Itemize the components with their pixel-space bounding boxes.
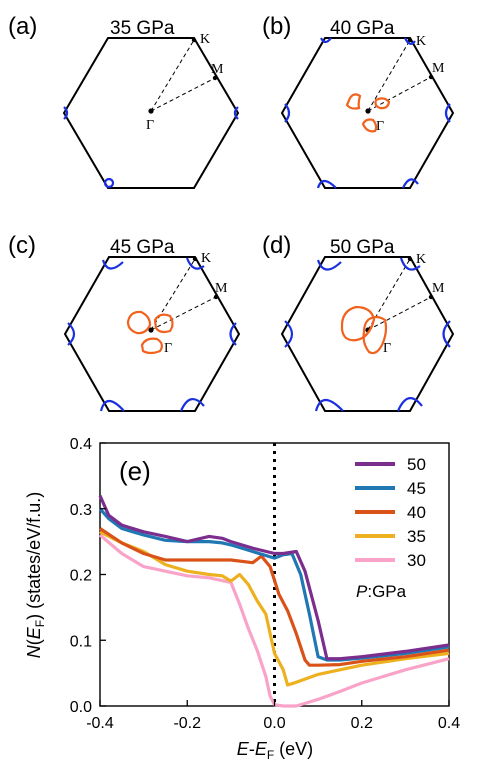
panel-b-fermi-arc-left [284,103,291,123]
panel-b-fermi-arc-k2 [404,37,416,45]
dos-legend-label-30: 30 [407,551,426,570]
dos-y-axis-label: N(EF) (states/eV/f.u.) [24,492,47,658]
panel-b-fermi-arc-right [444,103,451,123]
panel-d-letter: (d) [262,232,291,259]
panel-d-fermi-arc-k1 [316,259,342,271]
panel-d-k-label: K [416,252,426,267]
panel-d-fermi-arc-left [284,320,294,348]
panel-d-pressure: 50 GPa [330,237,395,258]
panel-d: (d) 50 GPa K M Γ [262,232,455,412]
panel-a-gamma-label: Γ [146,118,154,133]
panel-d-fermi-pocket-large [340,305,376,342]
y-tick-label: 0.4 [70,436,92,453]
x-tick-label: -0.2 [173,715,201,732]
panel-b-k-point [407,37,413,43]
panel-b-fermi-pocket-3 [361,118,378,133]
panel-c-pressure: 45 GPa [110,237,175,258]
dos-legend-title: P:GPa [356,582,407,601]
panel-c-fermi-pocket-3 [140,337,164,355]
panel-a: (a) 35 GPa K M Γ [8,13,240,189]
x-tick-label: 0.2 [351,715,373,732]
dos-legend-label-50: 50 [407,455,426,474]
panel-c-fermi-arc-k1 [101,259,124,270]
panel-a-gamma-m-path [150,77,216,112]
panel-d-fermi-pocket-right [362,315,388,355]
panel-b-gamma-k-path [367,39,411,112]
dos-legend-label-45: 45 [407,479,426,498]
panel-d-m-label: M [432,281,445,296]
panel-b-gamma-label: Γ [376,119,384,134]
x-tick-label: 0.0 [263,715,285,732]
panel-d-gamma-label: Γ [383,341,391,356]
panel-c: (c) 45 GPa K M Γ [8,232,241,412]
dos-x-axis-label: E-EF (eV) [237,739,313,762]
dos-series-line-50 [98,494,450,661]
panel-b-m-label: M [432,61,445,76]
panel-a-m-point [212,75,218,81]
panel-a-fermi-pocket-left [63,106,69,120]
y-tick-label: 0.0 [70,699,92,716]
panel-b-fermi-arc-k1 [320,37,332,44]
panel-a-k-label: K [200,32,210,47]
panel-b-m-point [428,74,434,80]
dos-legend-label-35: 35 [407,527,426,546]
panel-a-pressure: 35 GPa [110,18,175,39]
panel-b-gamma-point [365,108,371,114]
panel-c-fermi-arc-k2 [185,257,205,270]
y-tick-label: 0.2 [70,568,92,585]
dos-series-line-40 [99,527,450,667]
dos-chart: -0.4 -0.2 0.0 0.2 0.4 0.0 0.1 0.2 0.3 0.4 (e) N(E… [24,436,460,762]
dos-series-layer [98,494,450,708]
dos-legend-label-40: 40 [407,503,426,522]
panel-a-letter: (a) [8,13,37,40]
panel-b-pressure: 40 GPa [330,18,395,39]
panel-b-fermi-arc-k5 [402,178,419,189]
panel-b-fermi-arc-k4 [316,179,337,189]
panel-c-fermi-pocket-2 [153,313,174,334]
panel-b: (b) 40 GPa K M Γ [262,13,455,189]
panel-c-fermi-pocket-1 [126,310,152,335]
dos-chart-frame [99,442,450,707]
panel-d-gamma-m-path [367,296,432,331]
panel-c-brillouin-zone [63,256,241,412]
dos-tick-layer: -0.4 -0.2 0.0 0.2 0.4 0.0 0.1 0.2 0.3 0.4 [70,436,460,732]
panel-a-m-label: M [211,62,224,77]
y-tick-label: 0.3 [70,502,92,519]
dos-legend: 50 45 40 35 30 [355,455,426,570]
dos-panel-label: (e) [119,456,151,486]
panel-d-fermi-arc-k4 [314,398,344,412]
panel-c-fermi-arc-left [67,322,76,346]
panel-d-m-point [428,294,434,300]
dos-series-line-35 [99,530,450,687]
x-tick-label: -0.4 [86,715,114,732]
panel-a-k-point [191,37,197,43]
panel-b-gamma-m-path [367,76,432,112]
panel-b-k-label: K [416,34,426,49]
panel-c-fermi-arc-k5 [179,398,205,412]
panel-c-fermi-arc-right [229,322,237,346]
panel-d-k-point [407,256,413,262]
panel-b-fermi-pocket-1 [345,93,362,110]
panel-a-fermi-pocket-bottom [103,177,115,189]
x-tick-label: 0.4 [438,715,460,732]
panel-a-gamma-point [148,108,154,114]
panel-c-gamma-label: Γ [164,341,172,356]
panel-a-fermi-pocket-right [233,106,239,120]
panel-d-fermi-arc-k2 [399,257,421,271]
panel-c-m-point [213,294,219,300]
panel-b-fermi-pocket-2 [374,97,391,110]
dos-series-line-30 [98,533,450,708]
panel-c-fermi-arc-k4 [99,399,125,412]
panel-c-k-point [192,256,198,262]
panel-c-letter: (c) [8,232,36,259]
panel-c-m-label: M [215,281,228,296]
panel-c-gamma-m-path [150,296,217,331]
panel-c-k-label: K [201,251,211,266]
panel-b-letter: (b) [262,13,291,40]
panel-d-fermi-arc-right [442,320,451,348]
y-tick-label: 0.1 [70,633,92,650]
panel-c-gamma-point [148,327,154,333]
panel-d-fermi-arc-k5 [396,397,423,412]
